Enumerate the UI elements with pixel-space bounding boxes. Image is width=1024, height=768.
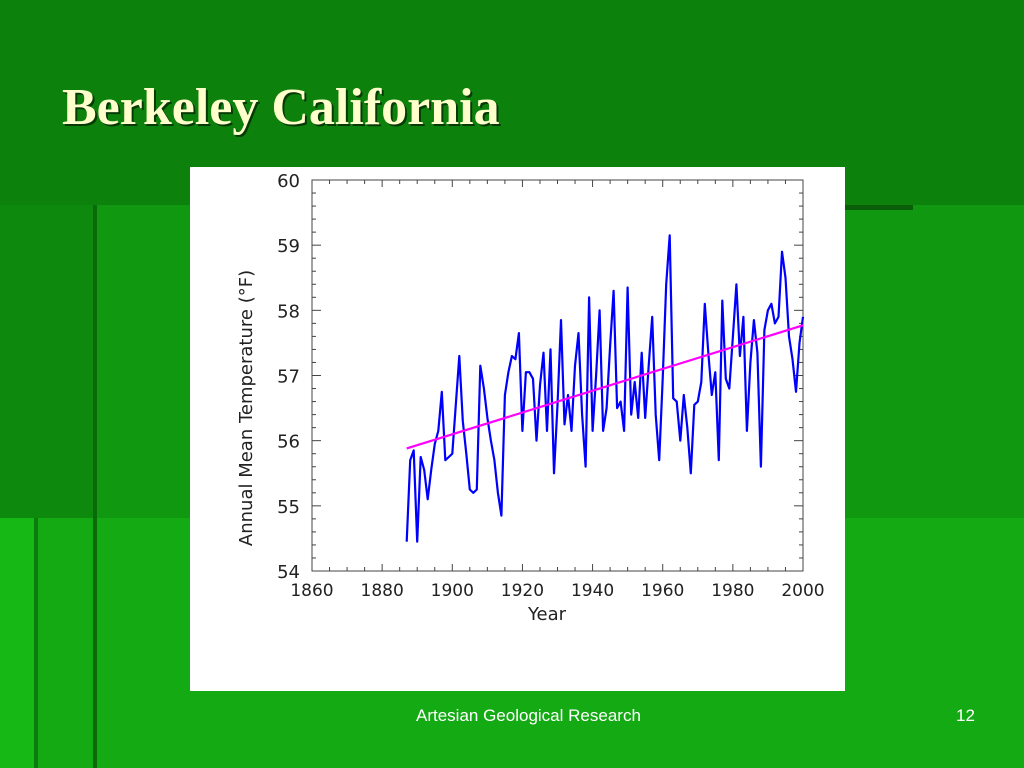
y-tick-label: 54 <box>277 562 300 583</box>
x-tick-label: 2000 <box>781 581 824 601</box>
y-tick-label: 58 <box>277 301 300 322</box>
y-tick-label: 55 <box>277 497 300 518</box>
y-tick-label: 60 <box>277 171 300 192</box>
x-axis-label: Year <box>527 604 567 625</box>
temperature-series-line <box>405 234 805 543</box>
y-tick-label: 56 <box>277 432 300 453</box>
page-number: 12 <box>956 706 975 725</box>
slide-title: Berkeley California <box>62 79 500 136</box>
x-tick-label: 1860 <box>290 581 333 601</box>
decorative-divider <box>34 518 38 768</box>
y-tick-label: 59 <box>277 236 300 257</box>
temperature-chart: 1860 1880 1900 1920 1940 1960 1980 2000 54 55 56 57… <box>236 171 825 625</box>
decorative-bar <box>845 205 913 210</box>
series-layer <box>405 234 805 543</box>
y-axis-label: Annual Mean Temperature (°F) <box>236 270 257 546</box>
x-tick-label: 1940 <box>571 581 614 601</box>
x-tick-label: 1960 <box>641 581 684 601</box>
axes-layer: 1860 1880 1900 1920 1940 1960 1980 2000 54 55 56 57… <box>277 171 825 601</box>
x-tick-label: 1980 <box>711 581 754 601</box>
x-tick-label: 1920 <box>501 581 544 601</box>
footer-text: Artesian Geological Research <box>416 706 641 725</box>
background-corner-band <box>0 518 36 768</box>
chart-panel: 1860 1880 1900 1920 1940 1960 1980 2000 54 55 56 57… <box>190 167 845 691</box>
trend-line <box>406 324 804 450</box>
decorative-divider <box>93 205 97 768</box>
y-tick-label: 57 <box>277 367 300 388</box>
x-tick-label: 1900 <box>431 581 474 601</box>
x-tick-label: 1880 <box>361 581 404 601</box>
